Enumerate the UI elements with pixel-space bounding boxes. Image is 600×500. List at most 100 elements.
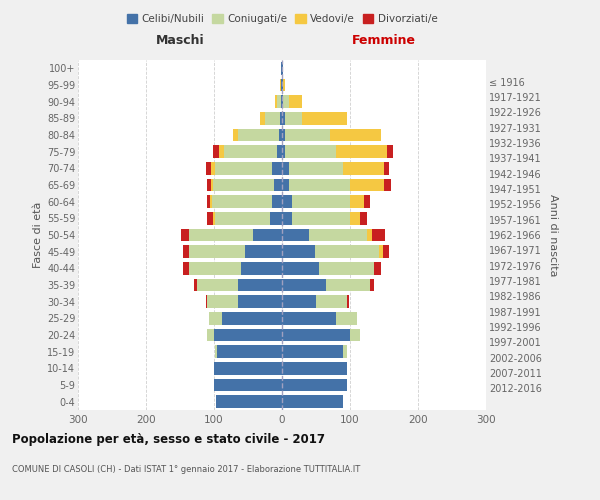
Bar xyxy=(224,146,277,158)
Bar xyxy=(280,112,282,124)
Bar xyxy=(302,112,347,124)
Legend: Celibi/Nubili, Coniugati/e, Vedovi/e, Divorziati/e: Celibi/Nubili, Coniugati/e, Vedovi/e, Di… xyxy=(122,10,442,29)
Bar xyxy=(215,162,272,174)
Bar xyxy=(207,296,238,308)
Bar xyxy=(233,129,238,141)
Bar xyxy=(350,212,360,224)
Bar xyxy=(282,396,343,408)
Bar xyxy=(197,279,238,291)
Bar xyxy=(207,179,211,192)
Bar xyxy=(214,146,219,158)
Bar xyxy=(214,362,282,374)
Bar xyxy=(212,196,272,208)
Bar xyxy=(379,246,383,258)
Bar xyxy=(211,162,215,174)
Bar xyxy=(282,329,350,341)
Bar xyxy=(275,96,277,108)
Bar xyxy=(309,229,367,241)
Bar xyxy=(350,196,364,208)
Bar xyxy=(282,212,292,224)
Bar xyxy=(238,129,278,141)
Bar xyxy=(207,212,212,224)
Bar xyxy=(274,179,282,192)
Bar xyxy=(282,129,286,141)
Bar xyxy=(282,96,283,108)
Bar xyxy=(216,396,282,408)
Bar xyxy=(282,62,283,74)
Bar xyxy=(282,379,347,391)
Bar xyxy=(364,196,370,208)
Bar xyxy=(272,196,282,208)
Bar xyxy=(282,312,337,324)
Bar xyxy=(238,296,282,308)
Bar xyxy=(194,279,197,291)
Bar xyxy=(282,279,326,291)
Bar xyxy=(181,229,189,241)
Bar xyxy=(282,179,289,192)
Bar xyxy=(281,96,282,108)
Bar xyxy=(207,329,214,341)
Bar xyxy=(253,229,282,241)
Bar xyxy=(282,112,286,124)
Bar xyxy=(280,79,281,92)
Bar xyxy=(210,196,212,208)
Bar xyxy=(209,312,222,324)
Bar xyxy=(286,146,337,158)
Bar xyxy=(212,179,274,192)
Bar xyxy=(277,96,281,108)
Bar xyxy=(272,162,282,174)
Bar xyxy=(282,146,286,158)
Bar xyxy=(217,346,282,358)
Bar xyxy=(282,362,347,374)
Bar xyxy=(370,279,374,291)
Bar xyxy=(283,96,289,108)
Bar xyxy=(271,212,282,224)
Bar xyxy=(282,162,289,174)
Bar xyxy=(260,112,265,124)
Bar xyxy=(241,262,282,274)
Bar xyxy=(282,296,316,308)
Bar xyxy=(281,62,282,74)
Bar xyxy=(319,262,374,274)
Bar xyxy=(289,179,350,192)
Bar xyxy=(222,312,282,324)
Bar xyxy=(206,196,210,208)
Bar xyxy=(189,262,241,274)
Bar xyxy=(383,246,389,258)
Bar xyxy=(265,112,280,124)
Bar xyxy=(282,246,314,258)
Bar xyxy=(282,262,319,274)
Bar xyxy=(374,262,380,274)
Bar xyxy=(286,129,329,141)
Bar xyxy=(292,212,350,224)
Bar xyxy=(282,229,309,241)
Bar xyxy=(350,329,360,341)
Text: Maschi: Maschi xyxy=(155,34,205,46)
Bar xyxy=(343,162,384,174)
Bar xyxy=(212,212,215,224)
Bar xyxy=(343,346,347,358)
Bar xyxy=(289,96,302,108)
Bar xyxy=(219,146,224,158)
Bar xyxy=(184,246,189,258)
Bar xyxy=(360,212,367,224)
Bar xyxy=(329,129,380,141)
Bar xyxy=(282,346,343,358)
Bar xyxy=(286,112,302,124)
Bar xyxy=(384,179,391,192)
Bar xyxy=(278,129,282,141)
Bar xyxy=(367,229,373,241)
Bar xyxy=(214,329,282,341)
Bar xyxy=(350,179,384,192)
Text: Femmine: Femmine xyxy=(352,34,416,46)
Bar xyxy=(206,296,207,308)
Y-axis label: Fasce di età: Fasce di età xyxy=(32,202,43,268)
Bar xyxy=(289,162,343,174)
Bar xyxy=(277,146,282,158)
Bar xyxy=(189,229,253,241)
Bar xyxy=(189,246,245,258)
Bar xyxy=(314,246,379,258)
Bar xyxy=(337,146,388,158)
Bar xyxy=(215,212,271,224)
Bar xyxy=(215,346,217,358)
